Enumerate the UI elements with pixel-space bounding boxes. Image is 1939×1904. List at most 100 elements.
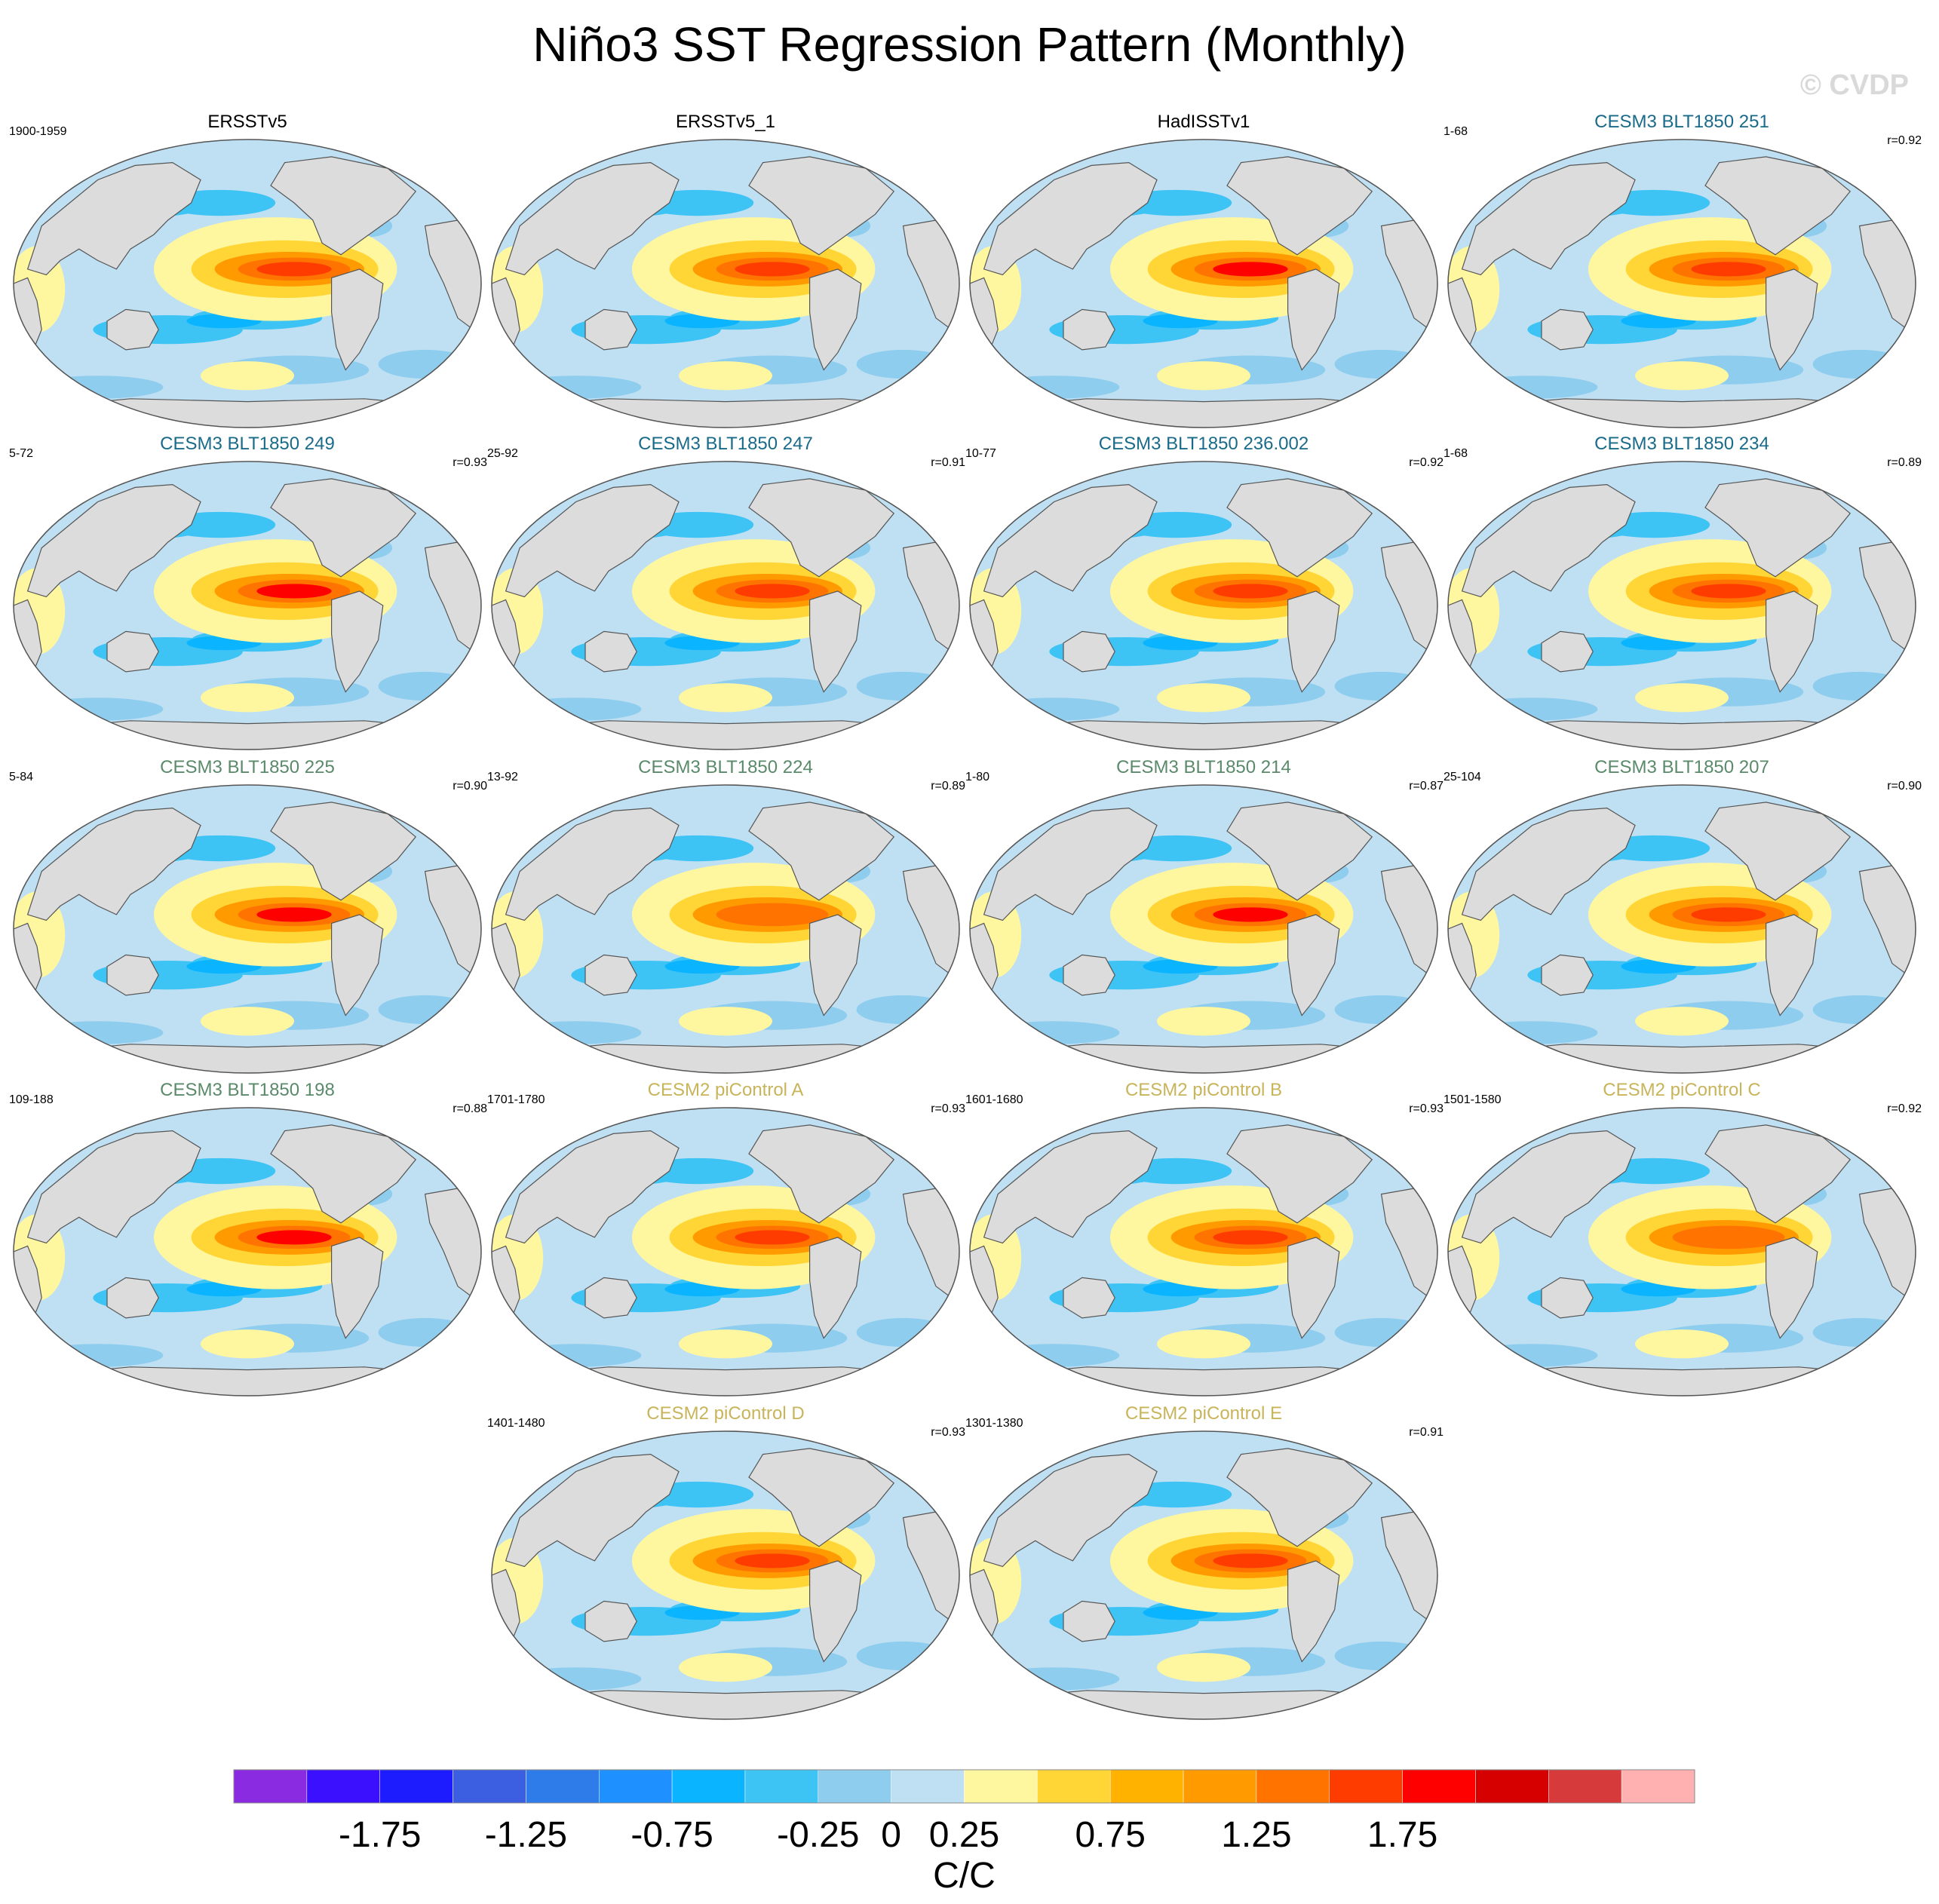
panel-title: CESM2 piControl B xyxy=(1125,1080,1282,1100)
land-mass xyxy=(505,161,680,276)
panel-title: CESM3 BLT1850 251 xyxy=(1594,112,1769,132)
land-mass xyxy=(584,1600,637,1642)
land-mass xyxy=(1541,308,1594,351)
colorbar-bin xyxy=(671,1769,746,1804)
south-pacific-warm xyxy=(1157,1329,1250,1359)
land-mass xyxy=(270,802,417,901)
map-outline xyxy=(969,139,1438,428)
map-panel: CESM2 piControl C 1501-1580 r=0.92 xyxy=(1444,1080,1922,1397)
panel-period: 1-80 xyxy=(965,771,989,783)
colorbar-bin xyxy=(599,1769,673,1804)
south-pacific-warm xyxy=(1157,1653,1250,1682)
land-mass xyxy=(1063,308,1115,351)
map-panel: CESM2 piControl A 1701-1780 r=0.93 xyxy=(487,1080,965,1397)
panel-correlation: r=0.93 xyxy=(931,1426,965,1439)
colorbar-bin xyxy=(1109,1769,1184,1804)
land-mass xyxy=(1461,161,1636,276)
land-mass xyxy=(331,914,384,1016)
panel-period: 25-104 xyxy=(1444,771,1481,783)
panel-title: CESM3 BLT1850 234 xyxy=(1594,434,1769,454)
land-mass xyxy=(1287,1560,1340,1663)
south-pacific-warm xyxy=(679,683,772,713)
panel-title: ERSSTv5 xyxy=(207,112,287,132)
colorbar-bin xyxy=(1183,1769,1257,1804)
nino3-tongue xyxy=(1691,907,1766,922)
land-mass xyxy=(1226,1124,1373,1224)
land-mass xyxy=(748,1448,895,1547)
land-mass xyxy=(983,483,1158,598)
panel-period: 5-84 xyxy=(9,771,33,783)
panel-period: 1501-1580 xyxy=(1444,1093,1502,1106)
land-mass xyxy=(505,807,680,921)
panel-correlation: r=0.91 xyxy=(931,456,965,469)
nino3-tongue xyxy=(256,907,332,922)
land-mass xyxy=(26,1130,201,1244)
colorbar-tick-label: 1.25 xyxy=(1221,1815,1291,1855)
land-mass xyxy=(106,630,159,673)
map-panel: CESM3 BLT1850 224 13-92 r=0.89 xyxy=(487,757,965,1074)
panel-period: 1401-1480 xyxy=(487,1417,545,1430)
land-mass xyxy=(26,483,201,598)
panel-correlation: r=0.92 xyxy=(1409,456,1444,469)
panel-title: CESM3 BLT1850 198 xyxy=(160,1080,335,1100)
colorbar-bin xyxy=(1621,1769,1695,1804)
nino3-tongue xyxy=(1691,1230,1766,1245)
panels-grid: ERSSTv5 1900-1959 ERSSTv5_1 HadISSTv1 CESM3 … xyxy=(9,112,1922,1720)
colorbar-bin xyxy=(379,1769,453,1804)
land-mass xyxy=(1541,630,1594,673)
panel-title: CESM2 piControl D xyxy=(646,1403,804,1424)
south-pacific-warm xyxy=(679,1007,772,1036)
panel-title: HadISSTv1 xyxy=(1158,112,1250,132)
land-mass xyxy=(1541,954,1594,996)
south-pacific-warm xyxy=(1157,1007,1250,1036)
land-mass xyxy=(1226,1448,1373,1547)
land-mass xyxy=(106,308,159,351)
land-mass xyxy=(809,1237,862,1339)
colorbar-bin xyxy=(1548,1769,1622,1804)
map-outline xyxy=(1447,1107,1916,1397)
land-mass xyxy=(983,807,1158,921)
panel-correlation: r=0.92 xyxy=(1887,1102,1922,1115)
panel-title: CESM3 BLT1850 247 xyxy=(638,434,813,454)
panel-correlation: r=0.91 xyxy=(1409,1426,1444,1439)
land-mass xyxy=(1226,156,1373,256)
land-mass xyxy=(26,807,201,921)
colorbar-bin xyxy=(891,1769,965,1804)
panel-correlation: r=0.89 xyxy=(1887,456,1922,469)
map-outline xyxy=(13,1107,482,1397)
colorbar-bin xyxy=(964,1769,1038,1804)
panel-title: ERSSTv5_1 xyxy=(676,112,775,132)
colorbar-tick-label: 0.75 xyxy=(1075,1815,1145,1855)
colorbar-bin xyxy=(818,1769,891,1804)
land-mass xyxy=(270,156,417,256)
panel-correlation: r=0.93 xyxy=(931,1102,965,1115)
south-pacific-warm xyxy=(1635,1007,1729,1036)
land-mass xyxy=(1766,1237,1818,1339)
colorbar-tick-label: -1.25 xyxy=(485,1815,567,1855)
land-mass xyxy=(505,1130,680,1244)
land-mass xyxy=(983,161,1158,276)
land-mass xyxy=(270,1124,417,1224)
map-panel: CESM3 BLT1850 225 5-84 r=0.90 xyxy=(9,757,487,1074)
colorbar-tick-label: -0.75 xyxy=(630,1815,713,1855)
land-mass xyxy=(331,268,384,371)
panel-title: CESM3 BLT1850 224 xyxy=(638,757,813,777)
map-outline xyxy=(491,1430,960,1720)
south-pacific-warm xyxy=(201,683,294,713)
panel-title: CESM3 BLT1850 214 xyxy=(1116,757,1291,777)
nino3-tongue xyxy=(256,1230,332,1245)
nino3-tongue xyxy=(1213,907,1288,922)
land-mass xyxy=(584,954,637,996)
land-mass xyxy=(1704,802,1852,901)
colorbar-frame xyxy=(233,1769,1695,1804)
map-outline xyxy=(13,784,482,1074)
land-mass xyxy=(983,1130,1158,1244)
land-mass xyxy=(584,630,637,673)
panel-title: CESM3 BLT1850 207 xyxy=(1594,757,1769,777)
land-mass xyxy=(1766,914,1818,1016)
land-mass xyxy=(1287,268,1340,371)
nino3-tongue xyxy=(256,584,332,599)
colorbar-tick-label: 0.25 xyxy=(929,1815,999,1855)
panel-period: 1900-1959 xyxy=(9,125,67,138)
map-panel: CESM3 BLT1850 251 1-68 r=0.92 xyxy=(1444,112,1922,428)
